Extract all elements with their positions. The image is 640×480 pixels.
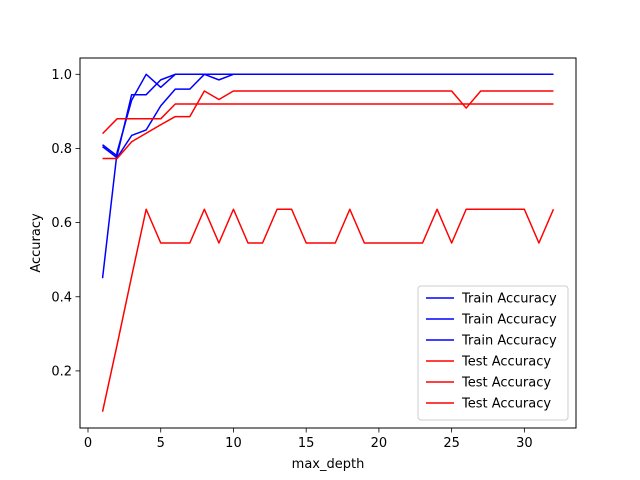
legend-label: Test Accuracy xyxy=(461,397,551,412)
x-tick-label: 15 xyxy=(298,436,315,451)
legend-box xyxy=(417,285,569,421)
x-tick-label: 30 xyxy=(516,436,533,451)
y-tick-label: 0.2 xyxy=(51,364,72,379)
legend-label: Train Accuracy xyxy=(461,334,557,349)
y-axis-label: Accuracy xyxy=(29,213,44,273)
x-axis-ticks: 0 5 10 15 20 25 30 xyxy=(84,428,533,451)
x-tick-label: 20 xyxy=(371,436,388,451)
y-axis-ticks: 0.2 0.4 0.6 0.8 1.0 xyxy=(51,68,80,379)
series-line-5 xyxy=(102,103,554,135)
legend-label: Train Accuracy xyxy=(461,292,557,307)
legend-label: Test Accuracy xyxy=(461,355,551,370)
x-axis-label: max_depth xyxy=(292,457,365,472)
series-line-4 xyxy=(102,90,554,160)
y-tick-label: 0.8 xyxy=(51,142,72,157)
series-layer xyxy=(101,73,555,412)
series-line-2 xyxy=(102,73,554,159)
y-tick-label: 1.0 xyxy=(51,68,72,83)
x-tick-label: 10 xyxy=(225,436,242,451)
legend-label: Test Accuracy xyxy=(461,376,551,391)
legend-label: Train Accuracy xyxy=(461,313,557,328)
x-tick-label: 25 xyxy=(443,436,460,451)
y-tick-label: 0.4 xyxy=(51,290,72,305)
y-tick-label: 0.6 xyxy=(51,216,72,231)
x-tick-label: 5 xyxy=(157,436,165,451)
series-line-3 xyxy=(101,208,555,412)
legend: Train Accuracy Train Accuracy Train Accura… xyxy=(417,285,569,421)
x-tick-label: 0 xyxy=(84,436,92,451)
plot-frame xyxy=(79,57,577,429)
